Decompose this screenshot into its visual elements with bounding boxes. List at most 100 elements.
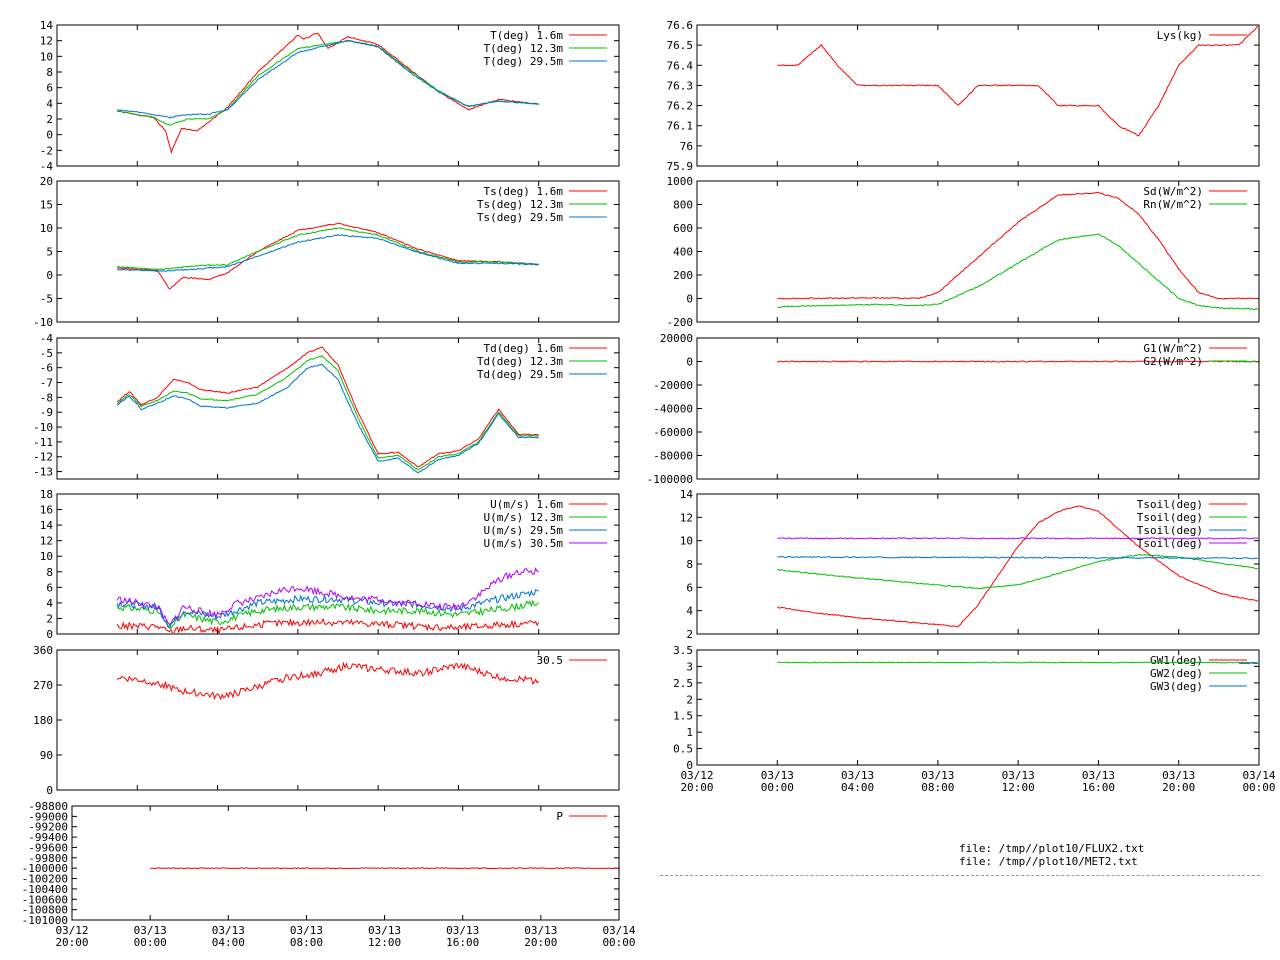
chart-panel: -101000-100800-100600-100400-100200-1000… bbox=[22, 800, 636, 949]
plot-frame bbox=[56, 649, 620, 791]
y-tick-label: 2.5 bbox=[673, 677, 693, 690]
chart-panel: 14 12 10 8 6 4 2 0 -2 -4 T(deg) 1.6mT(deg) 12.3mT(… bbox=[40, 19, 620, 173]
y-tick-label: 4 bbox=[686, 605, 693, 618]
y-tick-label: 14 bbox=[680, 488, 694, 501]
legend-label: 30.5 bbox=[537, 654, 564, 667]
series-line bbox=[116, 363, 539, 474]
y-tick-label: -99200 bbox=[28, 821, 68, 834]
y-tick-label: 400 bbox=[673, 246, 693, 259]
y-tick-label: 15 bbox=[40, 199, 53, 212]
chart-panel: 3.532.521.510.5003/1220:0003/1300:0003/1… bbox=[673, 644, 1276, 794]
y-tick-label: 1.5 bbox=[673, 710, 693, 723]
y-tick-label: -99800 bbox=[28, 852, 68, 865]
legend-label: T(deg) 1.6m bbox=[490, 29, 563, 42]
y-tick-label: 12 bbox=[680, 511, 693, 524]
x-tick-label: 08:00 bbox=[921, 781, 954, 794]
y-tick-label: 8 bbox=[46, 66, 53, 79]
y-tick-label: -40000 bbox=[653, 403, 693, 416]
y-tick-label: -12 bbox=[33, 451, 53, 464]
x-tick-label: 03/14 bbox=[1242, 769, 1275, 782]
series-line bbox=[117, 222, 539, 290]
y-tick-label: -80000 bbox=[653, 450, 693, 463]
y-tick-label: 12 bbox=[40, 35, 53, 48]
chart-panel: 360 270 180 90 0 30.5 bbox=[33, 644, 620, 797]
x-tick-label: 03/13 bbox=[134, 924, 167, 937]
y-tick-label: 18 bbox=[40, 488, 53, 501]
y-tick-label: -4 bbox=[40, 160, 54, 173]
plot-frame bbox=[56, 337, 620, 480]
legend-label: Tsoil(deg) bbox=[1137, 524, 1203, 537]
legend-label: Td(deg) 1.6m bbox=[484, 342, 564, 355]
x-tick-label: 03/13 bbox=[761, 769, 794, 782]
legend-label: U(m/s) 30.5m bbox=[484, 537, 564, 550]
y-tick-label: -100800 bbox=[22, 904, 68, 917]
y-tick-label: 20000 bbox=[660, 332, 693, 345]
legend-label: U(m/s) 29.5m bbox=[484, 524, 564, 537]
y-tick-label: -10 bbox=[33, 421, 53, 434]
y-tick-label: 14 bbox=[40, 19, 54, 32]
y-tick-label: -10 bbox=[33, 316, 53, 329]
chart-panel: 20000 0 -20000 -40000 -60000 -80000 -100000 G1(… bbox=[647, 332, 1260, 486]
series-line bbox=[117, 39, 539, 119]
y-tick-label: 800 bbox=[673, 199, 693, 212]
y-tick-label: 8 bbox=[686, 558, 693, 571]
x-tick-label: 04:00 bbox=[841, 781, 874, 794]
y-tick-label: 360 bbox=[33, 644, 53, 657]
series-line bbox=[777, 537, 1258, 540]
x-tick-label: 03/13 bbox=[446, 924, 479, 937]
x-tick-label: 03/13 bbox=[1162, 769, 1195, 782]
chart-panel: 1412108642Tsoil(deg)Tsoil(deg)Tsoil(deg)… bbox=[680, 488, 1260, 641]
y-tick-label: 270 bbox=[33, 679, 53, 692]
series-line bbox=[117, 32, 539, 155]
series-line bbox=[777, 26, 1258, 137]
file-list: file: /tmp//plot10/FLUX2.txt file: /tmp/… bbox=[959, 842, 1144, 868]
footer-divider bbox=[660, 875, 1260, 876]
plot-frame bbox=[56, 180, 620, 323]
y-tick-label: 4 bbox=[46, 97, 53, 110]
legend-label: Tsoil(deg) bbox=[1137, 498, 1203, 511]
y-tick-label: 76.4 bbox=[667, 59, 694, 72]
y-tick-label: -9 bbox=[40, 406, 53, 419]
y-tick-label: 6 bbox=[46, 82, 53, 95]
y-tick-label: 2 bbox=[46, 113, 53, 126]
series-line bbox=[777, 555, 1258, 560]
y-tick-label: 0 bbox=[46, 129, 53, 142]
y-tick-label: -13 bbox=[33, 466, 53, 479]
x-tick-label: 03/14 bbox=[602, 924, 635, 937]
chart-panel: 76.6 76.5 76.4 76.3 76.2 76.1 76 75.9 Lys(kg) bbox=[667, 19, 1260, 173]
y-tick-label: -2 bbox=[40, 144, 53, 157]
y-tick-label: 4 bbox=[46, 597, 53, 610]
y-tick-label: -60000 bbox=[653, 426, 693, 439]
y-tick-label: -101000 bbox=[22, 914, 68, 927]
series-line bbox=[116, 566, 539, 625]
legend-label: Td(deg) 12.3m bbox=[477, 355, 563, 368]
series-line bbox=[116, 346, 539, 468]
y-tick-label: -100000 bbox=[647, 473, 693, 486]
y-tick-label: 200 bbox=[673, 269, 693, 282]
y-tick-label: 76.1 bbox=[667, 120, 694, 133]
series-line bbox=[116, 588, 539, 629]
chart-panel: 1000 800 600 400 200 0 -200 Sd(W/m^2)Rn(W/m^2) bbox=[667, 175, 1260, 329]
y-tick-label: -100000 bbox=[22, 862, 68, 875]
y-tick-label: 0 bbox=[46, 628, 53, 641]
y-tick-label: -100200 bbox=[22, 873, 68, 886]
x-tick-label: 04:00 bbox=[212, 936, 245, 949]
y-tick-label: 2 bbox=[686, 628, 693, 641]
y-tick-label: 12 bbox=[40, 535, 53, 548]
y-tick-label: 0 bbox=[686, 759, 693, 772]
y-tick-label: 600 bbox=[673, 222, 693, 235]
y-tick-label: 90 bbox=[40, 749, 53, 762]
series-line bbox=[150, 867, 618, 870]
series-line bbox=[1238, 360, 1258, 363]
y-tick-label: -4 bbox=[40, 332, 54, 345]
y-tick-label: 10 bbox=[40, 550, 53, 563]
y-tick-label: -7 bbox=[40, 377, 53, 390]
y-tick-label: 8 bbox=[46, 566, 53, 579]
y-tick-label: 0 bbox=[686, 293, 693, 306]
legend-label: T(deg) 29.5m bbox=[484, 55, 564, 68]
y-tick-label: 1000 bbox=[667, 175, 694, 188]
y-tick-label: 75.9 bbox=[667, 160, 694, 173]
x-tick-label: 03/13 bbox=[1002, 769, 1035, 782]
